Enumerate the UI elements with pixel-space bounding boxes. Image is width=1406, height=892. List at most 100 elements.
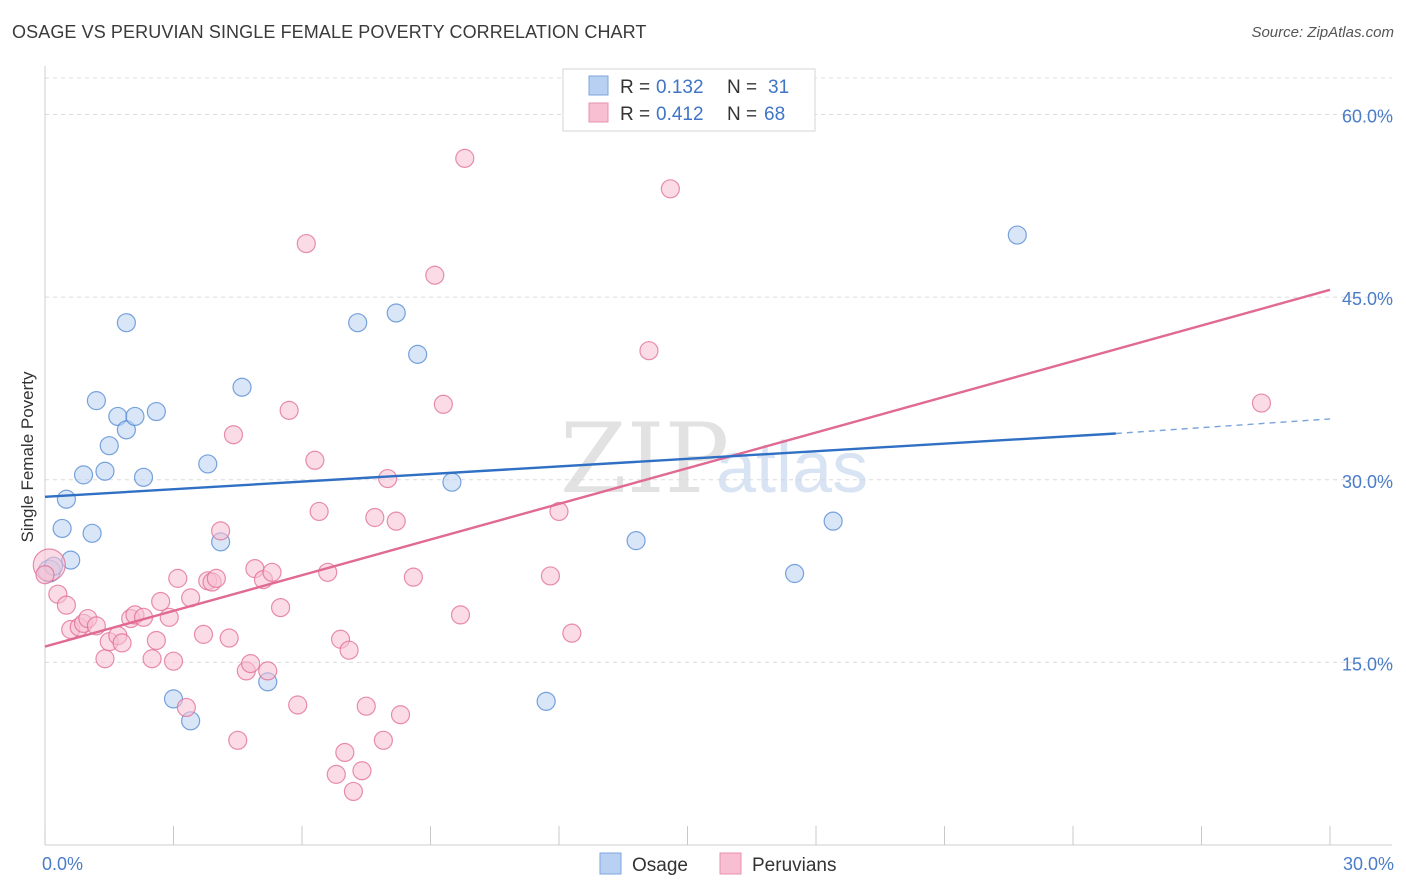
peruvians-point [326,764,346,784]
osage-trend-line [44,432,1116,499]
trend-lines [44,288,1331,648]
peruvians-point [433,394,453,414]
osage-point [536,691,556,711]
x-tick-label: 0.0% [42,854,83,874]
peruvians-point [211,521,231,541]
watermark-atlas: atlas [716,428,868,508]
osage-point [784,563,805,584]
peruvians-point [309,501,329,522]
gridlines [45,77,1392,663]
peruvians-point [352,761,372,781]
osage-point [146,401,166,422]
peruvians-point [288,695,308,715]
osage-point [125,406,145,427]
peruvians-point [390,705,411,725]
x-ticks: 0.0% 30.0% [42,854,1394,874]
peruvians-point [95,649,115,669]
peruvians-point [223,425,244,445]
peruvians-point [35,565,55,585]
peruvians-point [279,400,299,420]
peruvians-point [425,265,445,285]
legend-swatch-osage [588,75,609,96]
legend-n-label-osage: N = [727,77,757,98]
peruvians-point [168,568,188,588]
y-tick-label: 15.0% [1342,654,1393,674]
y-axis-label: Single Female Poverty [18,371,37,543]
peruvians-points [32,148,1272,802]
osage-point [86,391,107,411]
legend-r-value-peruvians: 0.412 [656,104,704,125]
legend-swatch-peruvians [588,102,609,123]
top-legend: R = 0.132 N = 31 R = 0.412 N = 68 [562,68,816,132]
peruvians-point [151,591,171,612]
peruvians-point [549,501,569,522]
peruvians-trend-line [44,288,1331,648]
y-tick-label: 45.0% [1342,289,1393,309]
osage-point [116,313,136,333]
peruvians-point [386,511,406,531]
peruvians-point [343,781,363,802]
peruvians-point [262,562,282,582]
source-label: Source: ZipAtlas.com [1251,24,1394,41]
osage-point [408,344,428,364]
peruvians-point [562,623,582,643]
peruvians-point [219,628,239,648]
peruvians-point [206,568,226,588]
peruvians-point [373,730,393,750]
osage-trend-extension [1115,418,1331,435]
legend-n-label-peruvians: N = [727,104,757,125]
peruvians-point [163,651,184,671]
legend-n-value-peruvians: 68 [764,104,785,125]
osage-point [1007,225,1027,245]
osage-point [348,313,368,333]
peruvians-point [378,468,398,489]
bottom-legend-swatch-peruvians [719,852,742,875]
x-tick-label: 30.0% [1343,854,1394,874]
peruvians-point [540,566,561,586]
peruvians-point [193,624,214,644]
peruvians-point [450,605,471,625]
bottom-legend-peruvians: Peruvians [752,855,837,876]
legend-r-label-peruvians: R = [620,104,650,125]
bottom-legend-swatch-osage [599,852,622,875]
legend-r-value-osage: 0.132 [656,77,704,98]
legend-r-label-osage: R = [620,77,650,98]
osage-point [73,465,94,485]
osage-point [116,420,136,440]
legend-n-value-osage: 31 [768,77,789,98]
axes [44,66,1392,846]
osage-point [95,461,115,481]
peruvians-point [296,233,316,254]
chart-title: OSAGE VS PERUVIAN SINGLE FEMALE POVERTY … [12,22,647,42]
y-tick-label: 60.0% [1342,107,1393,127]
peruvians-point [270,597,291,618]
osage-point [198,454,218,474]
peruvians-point [356,696,376,716]
bottom-legend: Osage Peruvians [599,852,837,876]
osage-point [133,467,154,487]
peruvians-point [112,633,132,653]
bottom-legend-osage: Osage [632,855,688,876]
osage-point [99,436,119,456]
osage-point [823,511,843,531]
peruvians-point [335,742,355,763]
peruvians-point [305,450,325,470]
osage-point [52,518,72,539]
osage-points [37,225,1027,731]
peruvians-point [365,507,385,528]
osage-point [82,523,102,543]
peruvians-point [403,567,423,587]
peruvians-point [639,341,659,361]
peruvians-point [142,649,162,669]
y-ticks: 15.0% 30.0% 45.0% 60.0% [1342,107,1393,675]
osage-point [56,489,77,509]
peruvians-point [339,640,359,660]
peruvians-point [56,595,77,615]
osage-point [626,531,646,551]
osage-point [232,377,252,397]
y-tick-label: 30.0% [1342,472,1393,492]
peruvians-point [660,179,680,199]
watermark: ZIP atlas [560,403,868,515]
peruvians-point [455,148,475,168]
